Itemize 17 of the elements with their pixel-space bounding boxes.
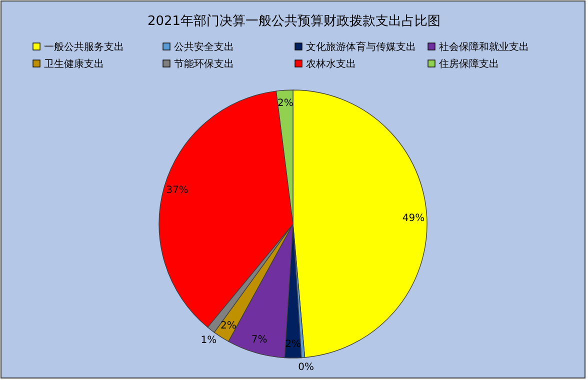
chart-title: 2021年部门决算一般公共预算财政拨款支出占比图 — [147, 13, 441, 29]
data-label: 7% — [251, 334, 268, 346]
legend-label: 文化旅游体育与传媒支出 — [306, 41, 416, 53]
legend-label: 一般公共服务支出 — [44, 41, 124, 53]
legend-label: 农林水支出 — [306, 58, 356, 70]
legend-label: 公共安全支出 — [174, 41, 234, 53]
data-label: 0% — [298, 362, 314, 374]
data-label: 37% — [166, 184, 188, 196]
legend-label: 住房保障支出 — [439, 58, 499, 70]
data-label: 49% — [402, 213, 425, 224]
legend-label: 卫生健康支出 — [44, 58, 104, 70]
legend-label: 节能环保支出 — [174, 58, 234, 70]
data-label: 1% — [200, 334, 217, 346]
data-label: 2% — [220, 320, 236, 332]
data-label: 2% — [285, 339, 301, 350]
legend-label: 社会保障和就业支出 — [439, 41, 529, 53]
data-label: 2% — [277, 98, 294, 110]
